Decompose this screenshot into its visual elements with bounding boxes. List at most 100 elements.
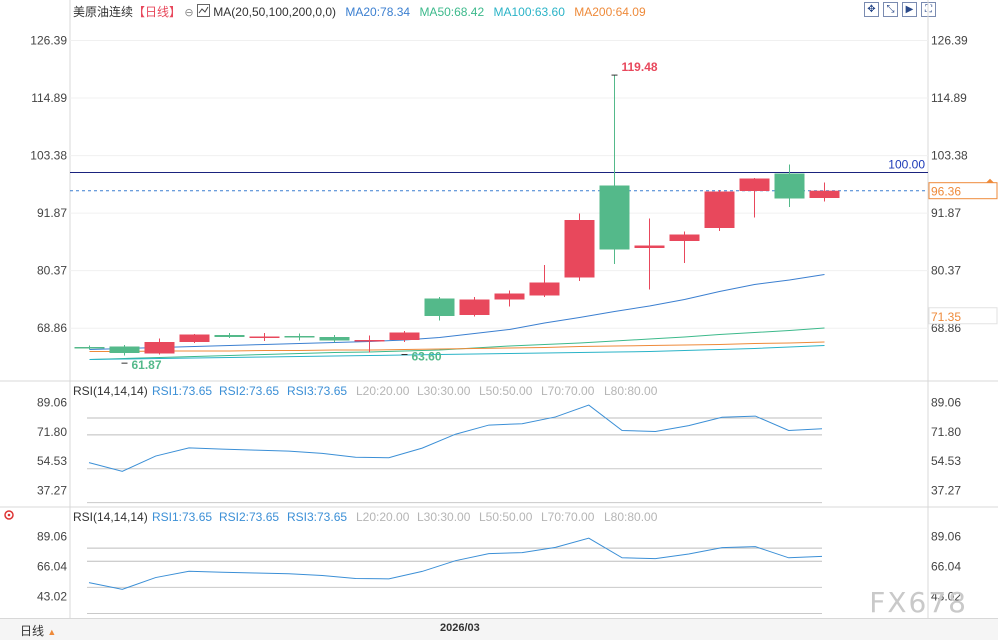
candle-body [389,332,420,340]
horizontal-line-label: 100.00 [888,158,925,172]
ma-line-ma200 [89,341,825,352]
ma50-legend: MA50:68.42 [419,5,485,19]
rsi-y-tick-left: 54.53 [37,454,67,468]
ma-line-ma20 [89,274,825,350]
candle-body [739,178,770,191]
last-price-marker-icon [986,178,994,183]
rsi-level-label: L50:50.00 [479,384,533,398]
ma200-legend: MA200:64.09 [574,5,646,19]
footer-bar: 日线 ▲ 2026/03 [0,618,998,640]
rsi-y-tick-right: 54.53 [931,454,961,468]
y-tick-label-left: 114.89 [31,91,67,105]
candle-body [74,347,105,349]
rsi-level-label: L50:50.00 [479,510,533,524]
rsi-y-tick-left: 43.02 [37,590,67,604]
ma20-legend: MA20:78.34 [345,5,411,19]
eye-icon[interactable]: ⊖ [184,7,194,19]
move-icon[interactable]: ✥ [864,2,879,17]
y-tick-label-left: 80.37 [37,264,67,278]
rsi-y-tick-right: 89.06 [931,396,961,410]
rsi-line [88,404,823,472]
ma-line-ma100 [89,345,825,360]
rsi-legend-3: RSI3:73.65 [287,510,347,524]
candle-body [459,299,490,315]
chart-canvas[interactable]: 126.39 126.39 114.89 114.89 103.38 103.38 91.8… [0,0,998,618]
last-price-box [928,182,998,200]
candle-body [564,220,595,278]
candle-body [529,282,560,296]
candle-body [599,185,630,250]
chart-header: 美原油连续【日线】 ⊖ MA(20,50,100,200,0,0) MA20:7… [73,3,646,20]
candle-body [249,336,280,338]
y-tick-label-right: 126.39 [931,34,968,48]
ma-value-box [928,307,998,325]
y-tick-label-left: 126.39 [30,34,67,48]
rsi-legend-1: RSI1:73.65 [152,510,212,524]
candle-body [179,334,210,342]
rsi-y-tick-left: 89.06 [37,529,67,543]
candle-body [774,173,805,199]
rsi-y-tick-left: 89.06 [37,396,67,410]
candle-body [634,245,665,248]
rsi-legend-2: RSI2:73.65 [219,384,279,398]
y-tick-label-left: 103.38 [30,149,67,163]
candle-body [704,191,735,228]
rsi-y-tick-right: 66.04 [931,559,961,573]
rsi-level-label: L20:20.00 [356,510,410,524]
ma-value-label: 71.35 [931,310,961,324]
y-tick-label-right: 80.37 [931,264,961,278]
y-tick-label-left: 68.86 [37,321,67,335]
ma-line-ma50 [89,327,825,360]
period-selector[interactable]: 日线 ▲ [20,624,57,638]
ma100-legend: MA100:63.60 [493,5,565,19]
step-forward-icon[interactable]: ▶ [902,2,917,17]
candle-body [669,234,700,241]
settings-icon-center [7,513,11,517]
candle-body [424,298,455,316]
last-price-label: 96.36 [931,185,961,199]
y-tick-label-right: 103.38 [931,149,968,163]
rsi-legend-1: RSI1:73.65 [152,384,212,398]
y-tick-label-right: 91.87 [931,206,961,220]
rsi-title-1: RSI(14,14,14) [73,384,148,398]
ma-icon[interactable] [196,4,210,17]
x-axis-date-label: 2026/03 [440,622,480,634]
rsi-level-label: L80:80.00 [604,384,658,398]
rsi-legend-2: RSI2:73.65 [219,510,279,524]
rsi-level-label: L70:70.00 [541,384,595,398]
rsi-line [88,537,823,590]
ma-params: MA(20,50,100,200,0,0) [213,5,337,19]
candle-body [214,335,245,337]
compress-icon[interactable]: ⤡ [883,2,898,17]
annotation-label: 63.60 [412,350,442,364]
rsi-y-tick-left: 66.04 [37,559,67,573]
candle-body [319,337,350,341]
y-tick-label-right: 68.86 [931,321,961,335]
rsi-y-tick-right: 71.80 [931,425,961,439]
rsi-level-label: L20:20.00 [356,384,410,398]
candle-body [494,293,525,300]
candle-body [284,336,315,338]
rsi-level-label: L80:80.00 [604,510,658,524]
rsi-y-tick-right: 89.06 [931,529,961,543]
y-tick-label-left: 91.87 [37,206,67,220]
y-tick-label-right: 114.89 [931,91,967,105]
candle-body [354,340,385,342]
rsi-level-label: L70:70.00 [541,510,595,524]
rsi-y-tick-right: 43.02 [931,590,961,604]
rsi-y-tick-left: 71.80 [37,425,67,439]
candle-body [809,190,840,198]
annotation-label: 119.48 [622,60,658,74]
period-tag[interactable]: 【日线】 [133,5,182,19]
rsi-level-label: L30:30.00 [417,384,471,398]
rsi-level-label: L30:30.00 [417,510,471,524]
symbol-name: 美原油连续 [73,5,134,19]
candle-body [144,342,175,354]
settings-icon[interactable] [4,510,14,520]
rsi-legend-3: RSI3:73.65 [287,384,347,398]
rsi-y-tick-right: 37.27 [931,483,961,497]
candle-body [109,346,140,353]
rsi-y-tick-left: 37.27 [37,483,67,497]
annotation-label: 61.87 [132,358,162,372]
watermark: FX678 [869,586,968,619]
